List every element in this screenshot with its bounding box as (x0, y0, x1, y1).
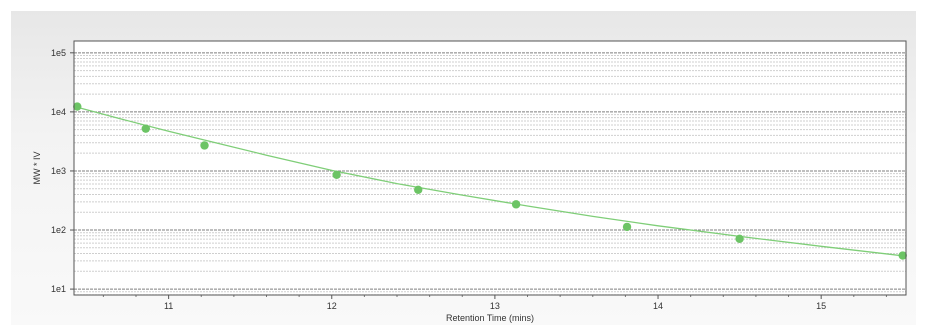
y-tick-label: 1e5 (51, 48, 66, 58)
data-point (898, 251, 907, 260)
data-point (73, 102, 82, 111)
x-tick-label: 15 (816, 301, 826, 311)
plot-frame (73, 40, 907, 296)
y-axis-title: MW * IV (32, 152, 42, 185)
x-tick-label: 11 (164, 301, 173, 311)
data-point (622, 222, 632, 232)
data-point (735, 234, 744, 244)
tick-labels: 1e1 1e2 1e3 1e4 1e5 11 12 13 14 15 (51, 48, 826, 311)
x-tick-label: 14 (653, 301, 663, 311)
y-tick-label: 1e2 (51, 225, 66, 235)
data-points-layer (73, 102, 907, 260)
x-tick-label: 13 (490, 301, 500, 311)
data-point (200, 141, 209, 150)
x-tick-label: 12 (327, 301, 337, 311)
plot-area (74, 41, 906, 295)
data-point (511, 200, 521, 209)
axes (70, 40, 907, 299)
y-tick-label: 1e1 (51, 284, 66, 294)
data-point (141, 124, 150, 133)
y-tick-label: 1e3 (51, 166, 66, 176)
y-tick-label: 1e4 (51, 107, 66, 117)
fit-curve-layer (73, 105, 907, 257)
x-axis-title: Retention Time (mins) (446, 313, 534, 323)
grid-lines (74, 52, 906, 296)
fit-curve (73, 105, 907, 257)
data-point (332, 170, 341, 180)
data-point (414, 185, 423, 194)
